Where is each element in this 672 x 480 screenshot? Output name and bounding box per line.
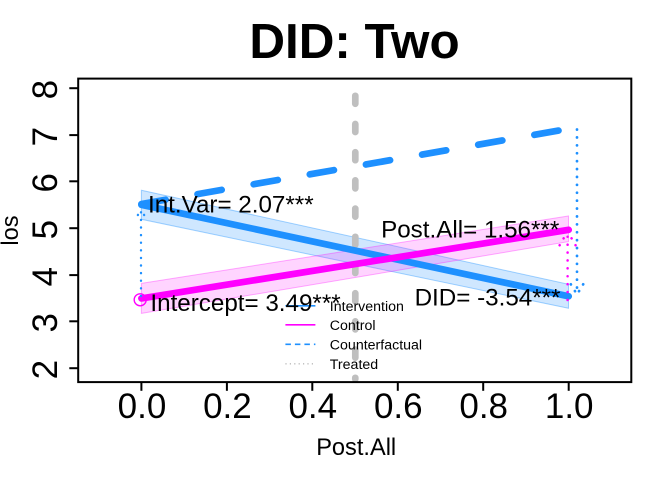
svg-text:Control: Control — [330, 318, 376, 334]
svg-text:Counterfactual: Counterfactual — [330, 338, 422, 354]
svg-text:0.0: 0.0 — [118, 387, 167, 426]
svg-text:1.0: 1.0 — [545, 387, 594, 426]
svg-text:Intervention: Intervention — [330, 299, 404, 315]
svg-text:0.2: 0.2 — [203, 387, 252, 426]
svg-text:los: los — [0, 215, 24, 245]
svg-text:3: 3 — [26, 313, 65, 332]
svg-text:5: 5 — [26, 220, 65, 239]
svg-text:2: 2 — [26, 360, 65, 379]
svg-text:0.4: 0.4 — [288, 387, 337, 426]
svg-text:Intercept= 3.49***: Intercept= 3.49*** — [150, 290, 341, 317]
svg-text:Post.All: Post.All — [316, 435, 396, 461]
svg-text:0.8: 0.8 — [459, 387, 508, 426]
svg-text:7: 7 — [26, 127, 65, 146]
svg-text:Int.Var= 2.07***: Int.Var= 2.07*** — [148, 192, 314, 219]
svg-text:Post.All= 1.56***: Post.All= 1.56*** — [381, 216, 560, 243]
svg-text:6: 6 — [26, 173, 65, 192]
svg-text:Treated: Treated — [330, 357, 378, 373]
svg-text:8: 8 — [26, 80, 65, 99]
svg-text:DID: Two: DID: Two — [249, 14, 459, 69]
svg-text:0.6: 0.6 — [374, 387, 423, 426]
svg-text:4: 4 — [26, 267, 65, 286]
svg-text:DID= -3.54***: DID= -3.54*** — [415, 285, 561, 312]
